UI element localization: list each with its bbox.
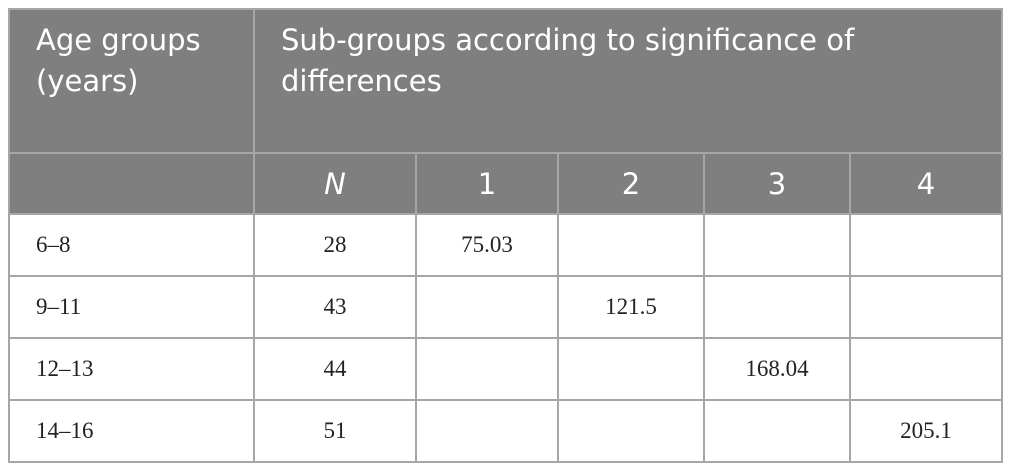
age-cell: 9–11 — [8, 275, 255, 339]
header-row: Age groups (years) Sub-groups according … — [8, 8, 1004, 154]
value-cell — [557, 337, 705, 401]
value-cell — [848, 275, 1004, 339]
column-header: N — [253, 152, 417, 215]
value-cell: 121.5 — [557, 275, 705, 339]
table-row: 6–8 28 75.03 — [8, 213, 1004, 277]
value-cell: 44 — [253, 337, 417, 401]
value-cell — [557, 213, 705, 277]
column-header: 4 — [848, 152, 1004, 215]
table-row: 12–13 44 168.04 — [8, 337, 1004, 401]
table-body: 6–8 28 75.03 9–11 43 121.5 12–13 44 168.04 14–16 5… — [8, 213, 1004, 463]
value-cell — [703, 399, 851, 463]
data-table: Age groups (years) Sub-groups according … — [8, 8, 1004, 463]
value-cell — [415, 275, 559, 339]
value-cell — [848, 337, 1004, 401]
column-header: 1 — [415, 152, 559, 215]
value-cell: 168.04 — [703, 337, 851, 401]
column-header: 3 — [703, 152, 851, 215]
value-cell — [415, 337, 559, 401]
value-cell — [703, 275, 851, 339]
value-cell — [848, 213, 1004, 277]
value-cell: 205.1 — [848, 399, 1004, 463]
column-header: 2 — [557, 152, 705, 215]
group-header: Sub-groups according to significance of … — [252, 8, 1004, 154]
table-row: 9–11 43 121.5 — [8, 275, 1004, 339]
value-cell: 51 — [253, 399, 417, 463]
age-cell: 6–8 — [8, 213, 255, 277]
age-cell: 14–16 — [8, 399, 255, 463]
age-cell: 12–13 — [8, 337, 255, 401]
table-row: 14–16 51 205.1 — [8, 399, 1004, 463]
value-cell — [415, 399, 559, 463]
value-cell: 28 — [253, 213, 417, 277]
value-cell — [703, 213, 851, 277]
value-cell: 75.03 — [415, 213, 559, 277]
age-header: Age groups (years) — [8, 8, 255, 154]
empty-header — [8, 152, 255, 215]
value-cell — [557, 399, 705, 463]
value-cell: 43 — [253, 275, 417, 339]
